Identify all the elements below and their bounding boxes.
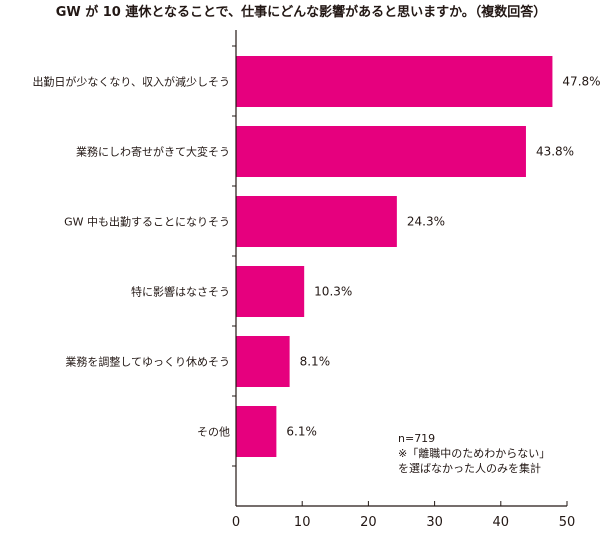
bars-layer: [236, 56, 553, 457]
note-line-1: n=719: [398, 432, 435, 445]
category-label-0: 出勤日が少なくなり、収入が減少しそう: [32, 75, 230, 89]
bar-4: [236, 336, 290, 387]
category-label-1: 業務にしわ寄せがきて大変そう: [76, 145, 230, 159]
x-tick-label-2: 20: [360, 515, 377, 530]
value-label-2: 24.3%: [407, 215, 445, 229]
bar-1: [236, 126, 526, 177]
value-label-3: 10.3%: [314, 285, 352, 299]
category-label-4: 業務を調整してゆっくり休めそう: [65, 355, 230, 369]
x-tick-label-5: 50: [559, 515, 576, 530]
axes-layer: 0 10 20 30 40 50: [232, 30, 575, 530]
bar-0: [236, 56, 553, 107]
x-tick-label-3: 30: [426, 515, 443, 530]
category-label-5: その他: [197, 426, 230, 439]
x-tick-label-1: 10: [294, 515, 311, 530]
bar-3: [236, 266, 305, 317]
x-tick-label-4: 40: [493, 515, 510, 530]
category-label-2: GW 中も出勤することになりそう: [64, 215, 230, 229]
x-tick-label-0: 0: [232, 515, 240, 530]
value-label-0: 47.8%: [562, 75, 600, 89]
category-label-3: 特に影響はなさそう: [131, 285, 230, 299]
labels-layer: 出勤日が少なくなり、収入が減少しそう 47.8% 業務にしわ寄せがきて大変そう 43.…: [32, 75, 600, 439]
bar-5: [236, 406, 277, 457]
value-label-1: 43.8%: [536, 145, 574, 159]
note-line-2: ※「離職中のためわからない」: [398, 446, 550, 460]
value-label-4: 8.1%: [300, 355, 331, 369]
note-line-3: を選ばなかった人のみを集計: [398, 461, 541, 475]
sample-note: n=719 ※「離職中のためわからない」 を選ばなかった人のみを集計: [398, 432, 550, 475]
value-label-5: 6.1%: [286, 425, 317, 439]
chart-title: GW が 10 連休となることで、仕事にどんな影響があると思いますか。（複数回答…: [56, 4, 547, 20]
bar-2: [236, 196, 397, 247]
